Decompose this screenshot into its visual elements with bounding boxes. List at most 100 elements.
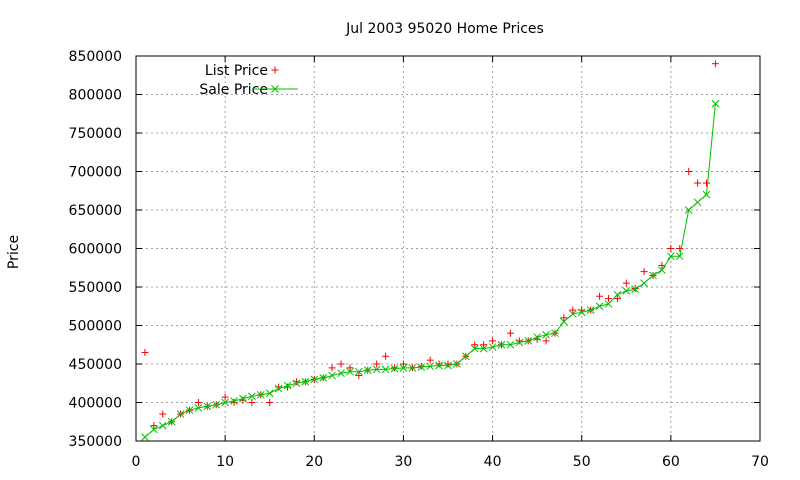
sale-price-point	[453, 360, 461, 368]
sale-price-point	[702, 190, 711, 199]
series-layer	[141, 60, 720, 442]
list-price-point	[337, 360, 345, 368]
y-tick-label: 500000	[69, 319, 122, 335]
list-price-point	[373, 360, 381, 368]
y-tick-label: 750000	[69, 126, 122, 142]
x-tick-label: 30	[395, 454, 413, 470]
sale-price-point	[675, 252, 684, 261]
list-price-point	[266, 399, 274, 406]
sale-price-point	[622, 286, 631, 295]
y-axis-label: Price	[6, 235, 22, 269]
list-price-point	[284, 383, 292, 391]
list-price-point	[444, 360, 452, 368]
y-tick-label: 350000	[69, 434, 122, 450]
sale-price-point	[381, 365, 390, 374]
list-price-point	[239, 396, 247, 404]
sale-price-point	[185, 406, 194, 415]
list-price-point	[631, 285, 639, 293]
sale-price-point	[372, 365, 381, 374]
list-price-point	[560, 314, 568, 322]
sale-price-point	[595, 302, 604, 311]
sale-price-point	[167, 417, 176, 426]
sale-price-point	[141, 433, 149, 442]
y-tick-label: 700000	[69, 165, 122, 181]
y-tick-label: 850000	[69, 49, 122, 65]
list-price-point	[346, 364, 354, 372]
sale-price-point	[319, 374, 328, 382]
sale-price-point	[274, 384, 283, 393]
sale-price-point	[158, 421, 167, 430]
sale-price-point	[390, 364, 399, 373]
legend-marker	[271, 85, 279, 93]
list-price-point	[230, 399, 238, 406]
y-tick-label: 650000	[69, 203, 122, 219]
sale-price-point	[470, 344, 479, 353]
list-price-point	[569, 306, 577, 314]
list-price-point	[355, 372, 363, 380]
sale-price-point	[515, 338, 524, 347]
sale-price-point	[221, 398, 229, 407]
sale-price-point	[613, 290, 622, 299]
x-tick-label: 50	[573, 454, 591, 470]
sale-price-point	[586, 306, 595, 314]
grid-lines	[136, 56, 760, 441]
sale-price-point	[337, 369, 345, 378]
list-price-point	[275, 383, 283, 391]
list-price-point	[328, 364, 336, 372]
sale-price-point	[497, 340, 506, 349]
x-tick-label: 0	[132, 454, 141, 470]
sale-price-point	[248, 392, 256, 401]
list-price-point	[658, 261, 666, 269]
sale-price-point	[212, 400, 221, 409]
sale-price-point	[417, 363, 426, 371]
y-tick-label: 400000	[69, 396, 122, 412]
list-price-point	[613, 295, 621, 303]
x-tick-label: 20	[305, 454, 323, 470]
x-tick-label: 40	[484, 454, 502, 470]
list-price-point	[685, 168, 693, 175]
list-price-point	[194, 399, 202, 406]
list-price-point	[711, 60, 719, 68]
list-price-point	[399, 360, 407, 368]
sale-price-point	[693, 198, 702, 207]
list-price-point	[480, 341, 488, 349]
list-price-point	[622, 279, 630, 287]
sale-price-point	[176, 410, 185, 418]
sale-price-point	[408, 363, 417, 372]
list-price-point	[159, 410, 167, 418]
sale-price-point	[435, 361, 443, 370]
legend-label: Sale Price	[199, 82, 268, 98]
list-price-point	[417, 362, 425, 370]
y-tick-label: 600000	[69, 242, 122, 258]
sale-price-point	[479, 344, 488, 353]
list-price-point	[640, 268, 648, 276]
sale-price-point	[461, 352, 470, 361]
list-price-point	[435, 360, 443, 368]
x-tick-label: 60	[662, 454, 680, 470]
sale-price-point	[426, 362, 435, 371]
list-price-point	[292, 378, 300, 386]
legend-marker	[271, 66, 279, 74]
axes: 0 10 20 30 40 50 60 70 350000 400000 450000 500000 5…	[69, 49, 769, 470]
sale-price-point	[355, 367, 363, 376]
sale-price-point	[363, 366, 372, 375]
sale-price-point	[577, 308, 586, 317]
y-tick-label: 450000	[69, 357, 122, 373]
sale-price-point	[301, 377, 310, 386]
sale-price-point	[684, 206, 693, 214]
legend-label: List Price	[205, 63, 268, 79]
sale-price-point	[711, 99, 720, 108]
sale-price-point	[640, 279, 648, 288]
sale-price-point	[283, 381, 292, 390]
sale-price-point	[568, 310, 577, 318]
sale-price-point	[292, 379, 301, 388]
sale-price-point	[239, 394, 247, 403]
list-price-point	[542, 337, 550, 345]
sale-price-point	[149, 425, 158, 434]
sale-price-point	[506, 340, 515, 349]
list-price-point	[426, 356, 434, 364]
sale-price-point	[444, 361, 452, 370]
x-tick-label: 10	[216, 454, 234, 470]
list-price-point	[676, 245, 684, 252]
list-price-point	[604, 295, 612, 303]
